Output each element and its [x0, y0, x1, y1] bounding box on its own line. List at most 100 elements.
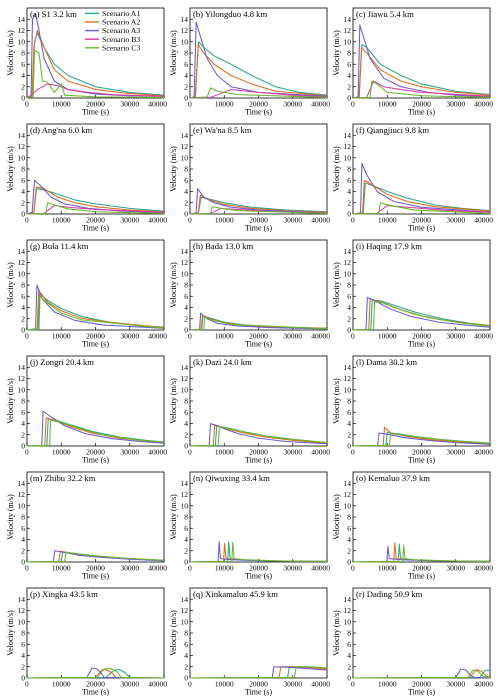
x-tick-label: 10000	[215, 332, 234, 341]
x-tick-label: 30000	[120, 100, 139, 109]
series-line-scenario-a3	[26, 550, 165, 563]
y-tick-label: 6	[21, 408, 25, 417]
y-tick-label: 8	[21, 629, 25, 638]
y-tick-label: 6	[347, 60, 351, 69]
x-tick-label: 0	[188, 564, 192, 573]
y-tick-label: 14	[18, 479, 26, 488]
y-tick-label: 4	[347, 419, 351, 428]
y-tick-label: 14	[344, 479, 352, 488]
x-tick-label: 40000	[148, 100, 167, 109]
y-tick-label: 2	[184, 314, 188, 323]
y-tick-label: 2	[347, 314, 351, 323]
y-tick-label: 2	[21, 198, 25, 207]
x-tick-label: 0	[351, 564, 355, 573]
plot-frame	[26, 7, 165, 99]
series-line-scenario-c3	[189, 666, 328, 679]
y-tick-label: 10	[344, 385, 352, 394]
x-tick-label: 30000	[283, 332, 302, 341]
x-tick-label: 40000	[148, 448, 167, 457]
panel-title: (q) Xinkamaluo 45.9 km	[193, 589, 278, 599]
y-tick-label: 12	[344, 606, 352, 615]
series-line-scenario-a2	[189, 44, 328, 99]
x-tick-label: 10000	[215, 564, 234, 573]
y-tick-label: 12	[181, 374, 189, 383]
x-tick-label: 20000	[249, 680, 268, 689]
series-line-scenario-a3	[189, 188, 328, 215]
y-tick-label: 6	[184, 524, 188, 533]
x-tick-label: 20000	[86, 216, 105, 225]
x-axis-label: Time (s)	[245, 572, 272, 581]
y-tick-label: 10	[18, 153, 26, 162]
x-tick-label: 10000	[378, 332, 397, 341]
x-axis-label: Time (s)	[408, 224, 435, 233]
x-tick-label: 20000	[412, 448, 431, 457]
y-tick-label: 0	[21, 326, 25, 335]
y-tick-label: 12	[344, 142, 352, 151]
x-tick-label: 30000	[446, 564, 465, 573]
y-tick-label: 8	[21, 49, 25, 58]
x-tick-label: 10000	[378, 100, 397, 109]
y-tick-label: 14	[18, 247, 26, 256]
y-tick-label: 6	[184, 640, 188, 649]
x-tick-label: 30000	[120, 448, 139, 457]
x-tick-label: 10000	[378, 680, 397, 689]
y-tick-label: 0	[184, 558, 188, 567]
series-line-scenario-a1	[352, 182, 491, 215]
y-tick-label: 2	[347, 82, 351, 91]
y-axis-label: Velocity (m/s)	[169, 146, 178, 192]
x-tick-label: 0	[351, 100, 355, 109]
y-tick-label: 10	[18, 617, 26, 626]
x-tick-label: 0	[188, 100, 192, 109]
y-tick-label: 0	[21, 94, 25, 103]
y-tick-label: 12	[18, 606, 26, 615]
y-tick-label: 2	[347, 198, 351, 207]
y-tick-label: 12	[18, 374, 26, 383]
y-tick-label: 10	[181, 501, 189, 510]
y-tick-label: 0	[21, 558, 25, 567]
y-tick-label: 8	[21, 513, 25, 522]
y-tick-label: 4	[347, 71, 351, 80]
y-tick-label: 6	[347, 176, 351, 185]
y-tick-label: 4	[21, 419, 25, 428]
x-tick-label: 40000	[474, 332, 493, 341]
series-line-scenario-a1	[352, 299, 491, 331]
y-tick-label: 10	[181, 153, 189, 162]
y-tick-label: 8	[347, 165, 351, 174]
y-tick-label: 14	[344, 595, 352, 604]
x-tick-label: 40000	[474, 216, 493, 225]
y-tick-label: 4	[21, 535, 25, 544]
x-tick-label: 10000	[215, 680, 234, 689]
series-line-scenario-a3	[189, 422, 328, 447]
series-line-scenario-c3	[189, 426, 328, 447]
y-tick-label: 4	[184, 419, 188, 428]
x-tick-label: 40000	[311, 564, 330, 573]
y-axis-label: Velocity (m/s)	[332, 30, 341, 76]
x-axis-label: Time (s)	[408, 340, 435, 349]
x-tick-label: 0	[351, 332, 355, 341]
y-axis-label: Velocity (m/s)	[332, 262, 341, 308]
y-tick-label: 6	[21, 292, 25, 301]
y-tick-label: 14	[181, 15, 189, 24]
x-axis-label: Time (s)	[245, 340, 272, 349]
y-tick-label: 2	[184, 82, 188, 91]
y-tick-label: 14	[18, 131, 26, 140]
panel-title: (a) S1 3.2 km	[30, 9, 77, 19]
y-tick-label: 0	[21, 674, 25, 683]
series-line-scenario-a2	[352, 46, 491, 99]
y-tick-label: 4	[347, 187, 351, 196]
y-tick-label: 8	[21, 397, 25, 406]
x-tick-label: 40000	[311, 332, 330, 341]
y-tick-label: 14	[181, 479, 189, 488]
x-tick-label: 40000	[148, 216, 167, 225]
y-tick-label: 2	[347, 546, 351, 555]
plot-frame	[189, 239, 328, 331]
y-tick-label: 2	[184, 198, 188, 207]
plot-frame	[26, 587, 165, 679]
x-tick-label: 20000	[412, 564, 431, 573]
